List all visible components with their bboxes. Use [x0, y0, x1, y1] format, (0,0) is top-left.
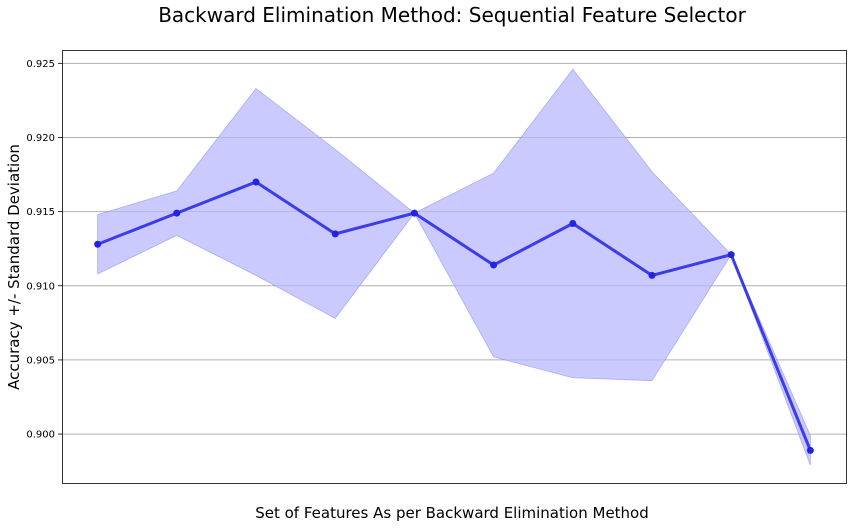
data-points: [94, 178, 814, 454]
series-line: [97, 180, 812, 451]
data-point: [806, 446, 814, 454]
plot-frame: [62, 50, 847, 484]
y-tick-label: 0.925: [26, 59, 55, 70]
y-axis-ticks: 0.900 0.905 0.910 0.915 0.920 0.925: [26, 59, 62, 441]
std-deviation-band: [97, 68, 811, 466]
x-axis-label: Set of Features As per Backward Eliminat…: [255, 504, 649, 522]
y-tick-label: 0.900: [26, 430, 55, 441]
series-line-layer: [97, 180, 812, 451]
data-point: [173, 209, 181, 217]
data-point: [252, 178, 260, 186]
y-tick-label: 0.920: [26, 133, 55, 144]
y-tick-label: 0.910: [26, 281, 55, 292]
data-point: [490, 261, 498, 269]
data-point: [331, 230, 339, 238]
y-tick-label: 0.905: [26, 355, 55, 366]
chart-title: Backward Elimination Method: Sequential …: [158, 3, 746, 27]
data-point: [648, 271, 656, 279]
y-axis-label: Accuracy +/- Standard Deviation: [5, 144, 23, 390]
std-band-layer: [97, 68, 811, 466]
y-tick-label: 0.915: [26, 207, 55, 218]
data-point: [94, 240, 102, 248]
data-point: [410, 209, 418, 217]
data-point: [727, 251, 735, 259]
data-point: [569, 219, 577, 227]
